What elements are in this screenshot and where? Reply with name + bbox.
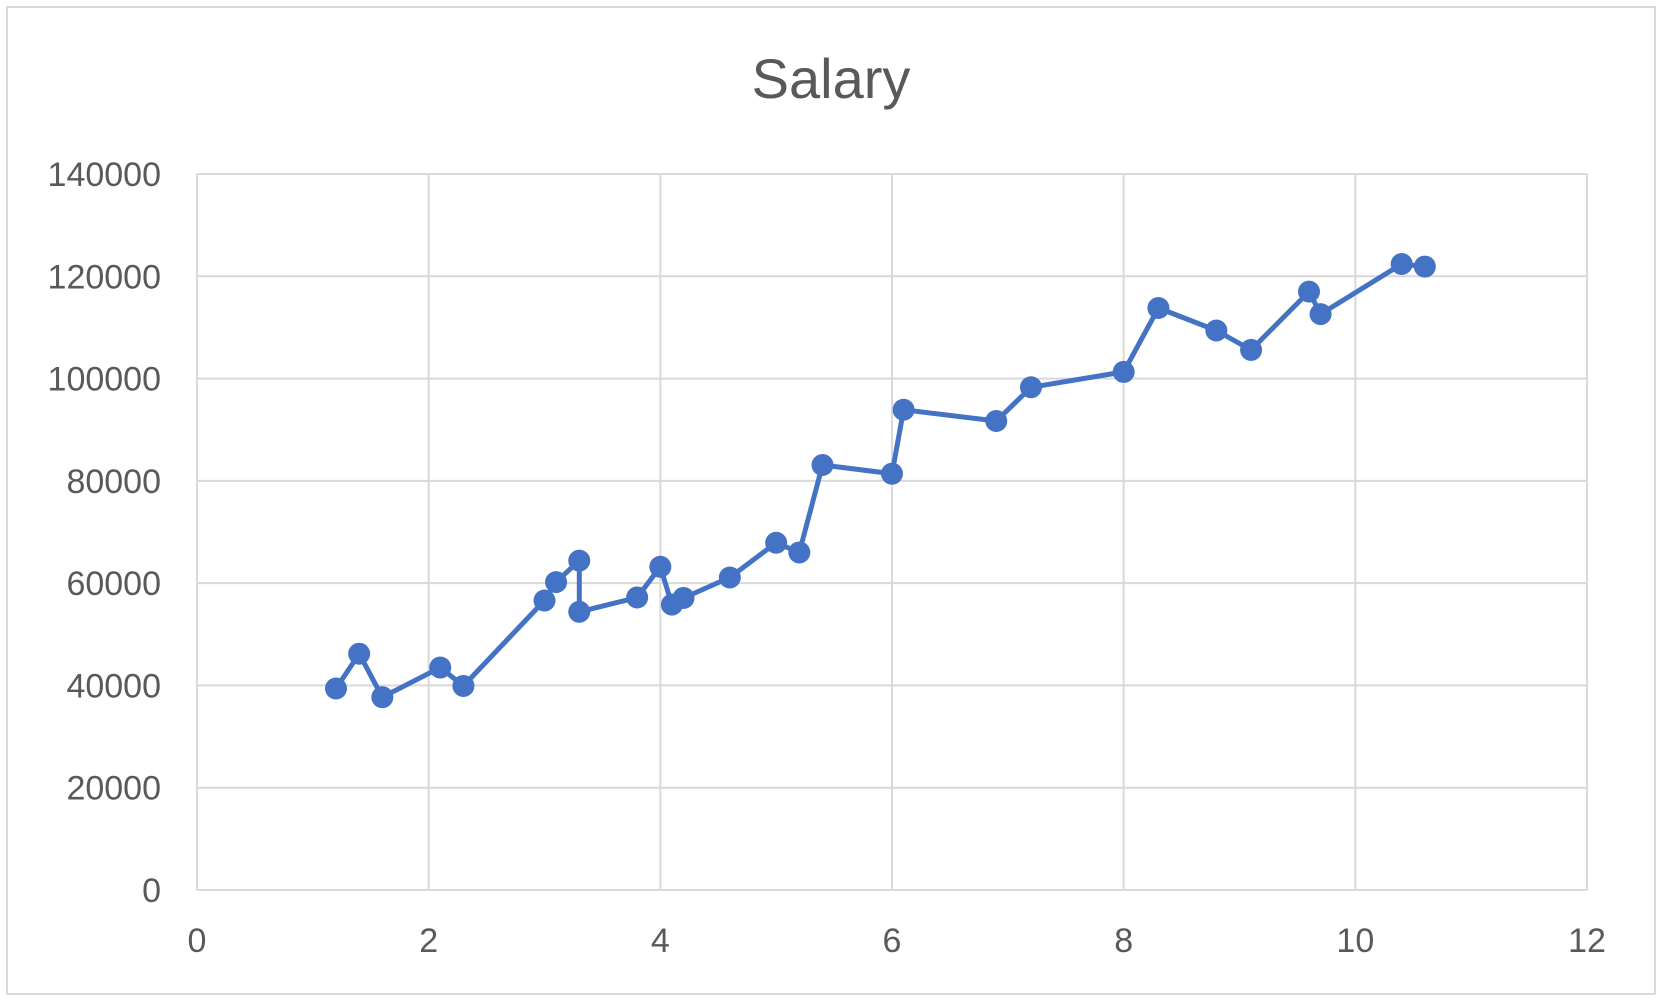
- data-point: [1147, 296, 1170, 319]
- salary-series: [325, 253, 1436, 709]
- x-tick-label: 10: [1336, 922, 1374, 960]
- axis-tick-labels: 0 20000 40000 60000 80000 100000 120000 140000 0…: [48, 156, 1606, 960]
- data-point: [765, 531, 788, 554]
- x-tick-label: 2: [419, 922, 438, 960]
- data-point: [1298, 280, 1320, 303]
- x-tick-label: 8: [1114, 922, 1133, 960]
- data-point: [1413, 255, 1436, 278]
- y-tick-label: 80000: [66, 463, 161, 501]
- x-tick-label: 0: [188, 922, 207, 960]
- x-tick-label: 4: [651, 922, 670, 960]
- chart-grid: [196, 173, 1588, 891]
- data-point: [325, 677, 347, 700]
- data-point: [985, 410, 1008, 433]
- y-tick-label: 140000: [48, 156, 161, 194]
- data-point: [533, 589, 556, 612]
- data-point: [811, 454, 834, 477]
- data-point: [649, 555, 672, 578]
- data-point: [1309, 303, 1332, 326]
- y-tick-label: 0: [142, 872, 161, 910]
- y-tick-label: 20000: [66, 770, 161, 808]
- y-tick-label: 100000: [48, 361, 161, 399]
- data-point: [429, 656, 452, 679]
- data-point: [452, 674, 475, 697]
- data-point: [672, 586, 695, 609]
- data-point: [788, 541, 811, 564]
- data-point: [545, 571, 568, 594]
- data-point: [1205, 319, 1228, 342]
- y-tick-label: 60000: [66, 565, 161, 603]
- data-point: [1390, 253, 1413, 276]
- data-point: [1240, 338, 1263, 361]
- data-point: [348, 642, 371, 665]
- data-point: [568, 549, 591, 572]
- data-point: [568, 600, 591, 623]
- x-tick-label: 6: [883, 922, 902, 960]
- x-tick-label: 12: [1568, 922, 1606, 960]
- chart-frame: [6, 6, 1656, 995]
- data-point: [626, 586, 649, 609]
- data-point: [371, 686, 394, 709]
- data-point: [1020, 376, 1042, 399]
- y-tick-label: 120000: [48, 258, 161, 296]
- data-point: [892, 398, 915, 421]
- data-point: [718, 566, 741, 589]
- y-tick-label: 40000: [66, 667, 161, 705]
- chart-title: Salary: [752, 47, 911, 110]
- data-point: [1112, 360, 1135, 383]
- data-point: [881, 462, 903, 485]
